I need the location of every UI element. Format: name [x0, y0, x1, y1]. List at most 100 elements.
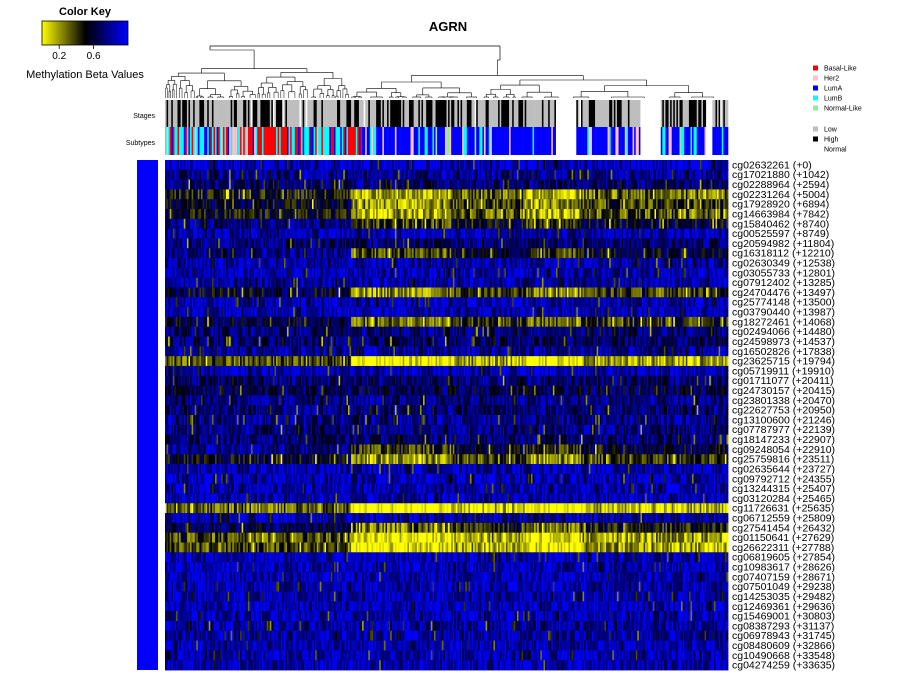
heatmap-cell: [646, 248, 649, 259]
heatmap-cell: [512, 238, 515, 249]
heatmap-cell: [382, 179, 385, 190]
heatmap-cell: [374, 218, 377, 230]
heatmap-cell: [291, 199, 294, 210]
heatmap-cell: [656, 248, 659, 259]
heatmap-cell: [482, 160, 485, 171]
heatmap-cell: [606, 189, 608, 200]
heatmap-cell: [390, 228, 393, 239]
heatmap-cell: [574, 238, 577, 249]
heatmap-cell: [446, 248, 449, 259]
heatmap-cell: [546, 179, 549, 190]
heatmap-cell: [351, 199, 354, 210]
heatmap-cell: [244, 189, 247, 200]
heatmap-cell: [548, 189, 551, 200]
subtypes-cell: [307, 127, 310, 155]
heatmap-cell: [205, 169, 208, 181]
heatmap-cell: [684, 238, 687, 249]
heatmap-cell: [541, 258, 544, 269]
heatmap-cell: [681, 189, 684, 200]
heatmap-cell: [269, 160, 272, 171]
heatmap-cell: [562, 209, 565, 220]
heatmap-cell: [702, 258, 705, 269]
heatmap-cell: [199, 179, 202, 190]
stages-cell: [294, 100, 297, 128]
stages-cell: [243, 100, 246, 128]
heatmap-cell: [297, 199, 300, 210]
heatmap-cell: [266, 218, 269, 230]
heatmap-cell: [296, 169, 299, 181]
stages-cell: [549, 100, 552, 128]
heatmap-cell: [335, 189, 338, 200]
heatmap-cell: [454, 169, 457, 181]
heatmap-cell: [621, 248, 624, 259]
heatmap-cell: [165, 218, 167, 230]
heatmap-cell: [200, 169, 203, 181]
heatmap-cell: [676, 169, 679, 181]
heatmap-cell: [410, 169, 413, 181]
heatmap-cell: [302, 160, 305, 171]
heatmap-cell: [433, 258, 436, 269]
heatmap-cell: [616, 199, 619, 210]
heatmap-cell: [693, 199, 696, 210]
subtypes-cell: [236, 127, 239, 155]
heatmap-cell: [480, 179, 483, 190]
heatmap-cell: [480, 169, 483, 181]
heatmap-cell: [282, 258, 285, 269]
heatmap-cell: [263, 160, 266, 171]
stages-cell: [696, 100, 699, 128]
heatmap-cell: [357, 179, 360, 190]
heatmap-cell: [529, 248, 532, 259]
heatmap-cell: [241, 179, 244, 190]
stages-cell: [186, 100, 189, 128]
heatmap-cell: [709, 199, 712, 210]
heatmap-cell: [301, 160, 304, 171]
heatmap-cell: [579, 189, 582, 200]
heatmap-cell: [249, 160, 252, 171]
heatmap-cell: [720, 238, 723, 249]
heatmap-cell: [480, 189, 483, 200]
heatmap-row: [165, 267, 729, 279]
heatmap-cell: [473, 238, 476, 249]
heatmap-cell: [177, 218, 180, 230]
heatmap-cell: [518, 199, 521, 210]
heatmap-cell: [437, 160, 440, 171]
stages-cell: [215, 100, 217, 128]
heatmap-cell: [610, 160, 613, 171]
heatmap-cell: [301, 248, 304, 259]
heatmap-cell: [465, 179, 468, 190]
heatmap-cell: [438, 238, 441, 249]
heatmap-cell: [269, 209, 272, 220]
heatmap-cell: [227, 169, 230, 181]
heatmap-cell: [559, 209, 562, 220]
stages-cell: [670, 100, 672, 128]
stages-cell: [685, 100, 688, 128]
heatmap-cell: [215, 238, 217, 249]
heatmap-cell: [673, 189, 676, 200]
heatmap-cell: [460, 199, 463, 210]
heatmap-cell: [618, 199, 621, 210]
heatmap-cell: [701, 189, 704, 200]
heatmap-cell: [241, 160, 244, 171]
heatmap-cell: [645, 228, 648, 239]
heatmap-cell: [676, 228, 679, 239]
heatmap-cell: [579, 258, 582, 269]
heatmap-cell: [460, 228, 463, 239]
heatmap-cell: [429, 169, 432, 181]
heatmap-cell: [677, 228, 680, 239]
heatmap-cell: [701, 248, 704, 259]
heatmap-cell: [620, 258, 623, 269]
heatmap-cell: [360, 179, 363, 190]
heatmap-cell: [698, 209, 701, 220]
heatmap-cell: [466, 238, 469, 249]
heatmap-cell: [621, 238, 624, 249]
stages-cell: [446, 100, 449, 128]
heatmap-cell: [688, 189, 691, 200]
heatmap-cell: [607, 189, 610, 200]
subtypes-cell: [288, 127, 291, 155]
heatmap-cell: [609, 228, 612, 239]
heatmap-cell: [490, 258, 493, 269]
stages-cell: [373, 100, 375, 128]
heatmap-cell: [551, 228, 554, 239]
heatmap-cell: [587, 209, 590, 220]
stages-cell: [272, 100, 275, 128]
